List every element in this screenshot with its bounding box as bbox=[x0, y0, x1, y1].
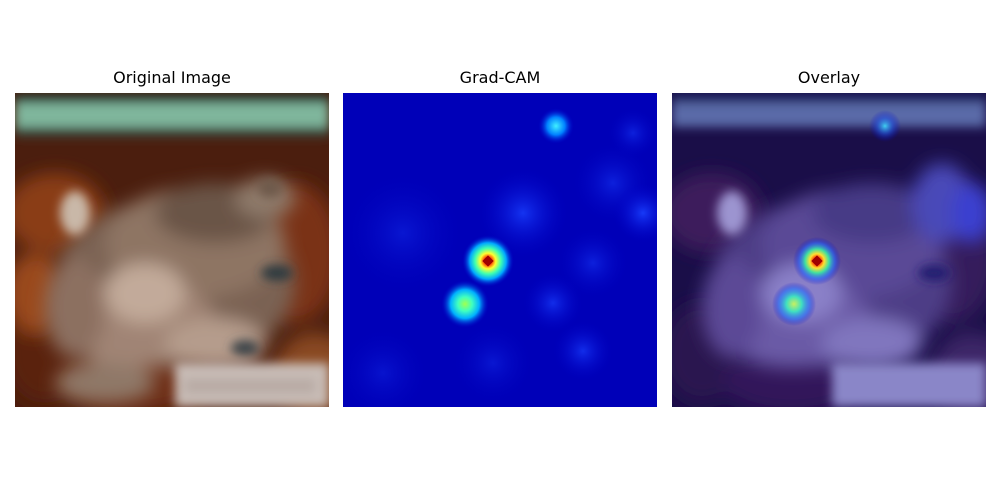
panel-title-original: Original Image bbox=[113, 68, 231, 87]
panel-title-overlay: Overlay bbox=[797, 68, 861, 87]
original-image bbox=[15, 93, 329, 407]
overlay-image bbox=[672, 93, 986, 407]
gradcam-heatmap bbox=[343, 93, 657, 407]
panel-title-gradcam: Grad-CAM bbox=[459, 68, 541, 87]
